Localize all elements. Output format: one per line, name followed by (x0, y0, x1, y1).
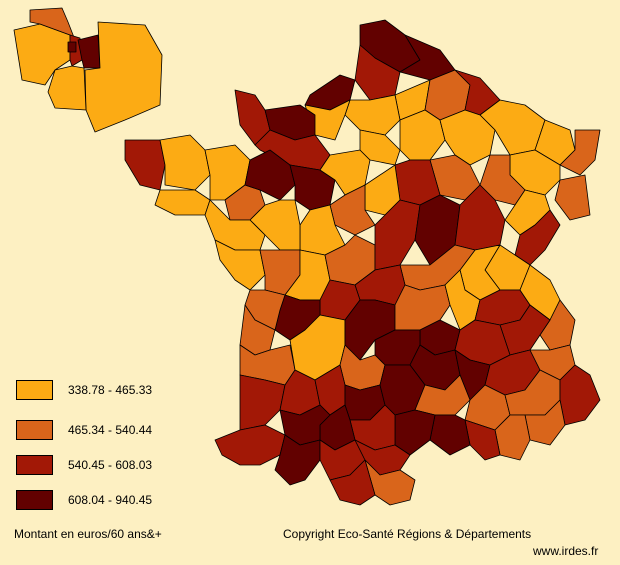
legend-label: 540.45 - 608.03 (68, 458, 153, 472)
department-region (399, 109, 446, 161)
department-region (77, 34, 101, 69)
legend-item-3: 540.45 - 608.03 (16, 453, 152, 477)
department-region (554, 174, 591, 221)
legend-label: 338.78 - 465.33 (68, 383, 153, 397)
copyright-label: Copyright Eco-Santé Régions & Départemen… (283, 527, 532, 541)
department-region (124, 139, 166, 191)
legend-label: 608.04 - 940.45 (68, 493, 153, 507)
department-region (67, 41, 77, 53)
paris-inset-map (13, 7, 163, 133)
department-region (214, 424, 286, 466)
legend-label: 465.34 - 540.44 (68, 423, 153, 437)
legend-swatch (16, 380, 53, 400)
department-region (244, 149, 296, 201)
legend-item-2: 465.34 - 540.44 (16, 418, 152, 442)
department-region (159, 134, 211, 191)
legend-item-1: 338.78 - 465.33 (16, 378, 152, 402)
legend-item-4: 608.04 - 940.45 (16, 488, 152, 512)
department-region (429, 414, 471, 456)
department-region (394, 409, 436, 456)
site-link[interactable]: www.irdes.fr (533, 544, 599, 558)
department-region (154, 189, 211, 216)
department-region (559, 129, 601, 176)
department-region (274, 434, 321, 486)
legend-swatch (16, 420, 53, 440)
department-region (344, 94, 401, 136)
france-map (124, 19, 601, 506)
department-region (214, 239, 266, 291)
legend-swatch (16, 490, 53, 510)
legend-swatch (16, 455, 53, 475)
department-region (364, 459, 416, 506)
department-region (329, 459, 376, 506)
department-region (84, 21, 163, 133)
department-region (239, 374, 286, 431)
unit-label: Montant en euros/60 ans&+ (14, 527, 162, 541)
department-region (559, 364, 601, 426)
department-region (47, 65, 87, 111)
